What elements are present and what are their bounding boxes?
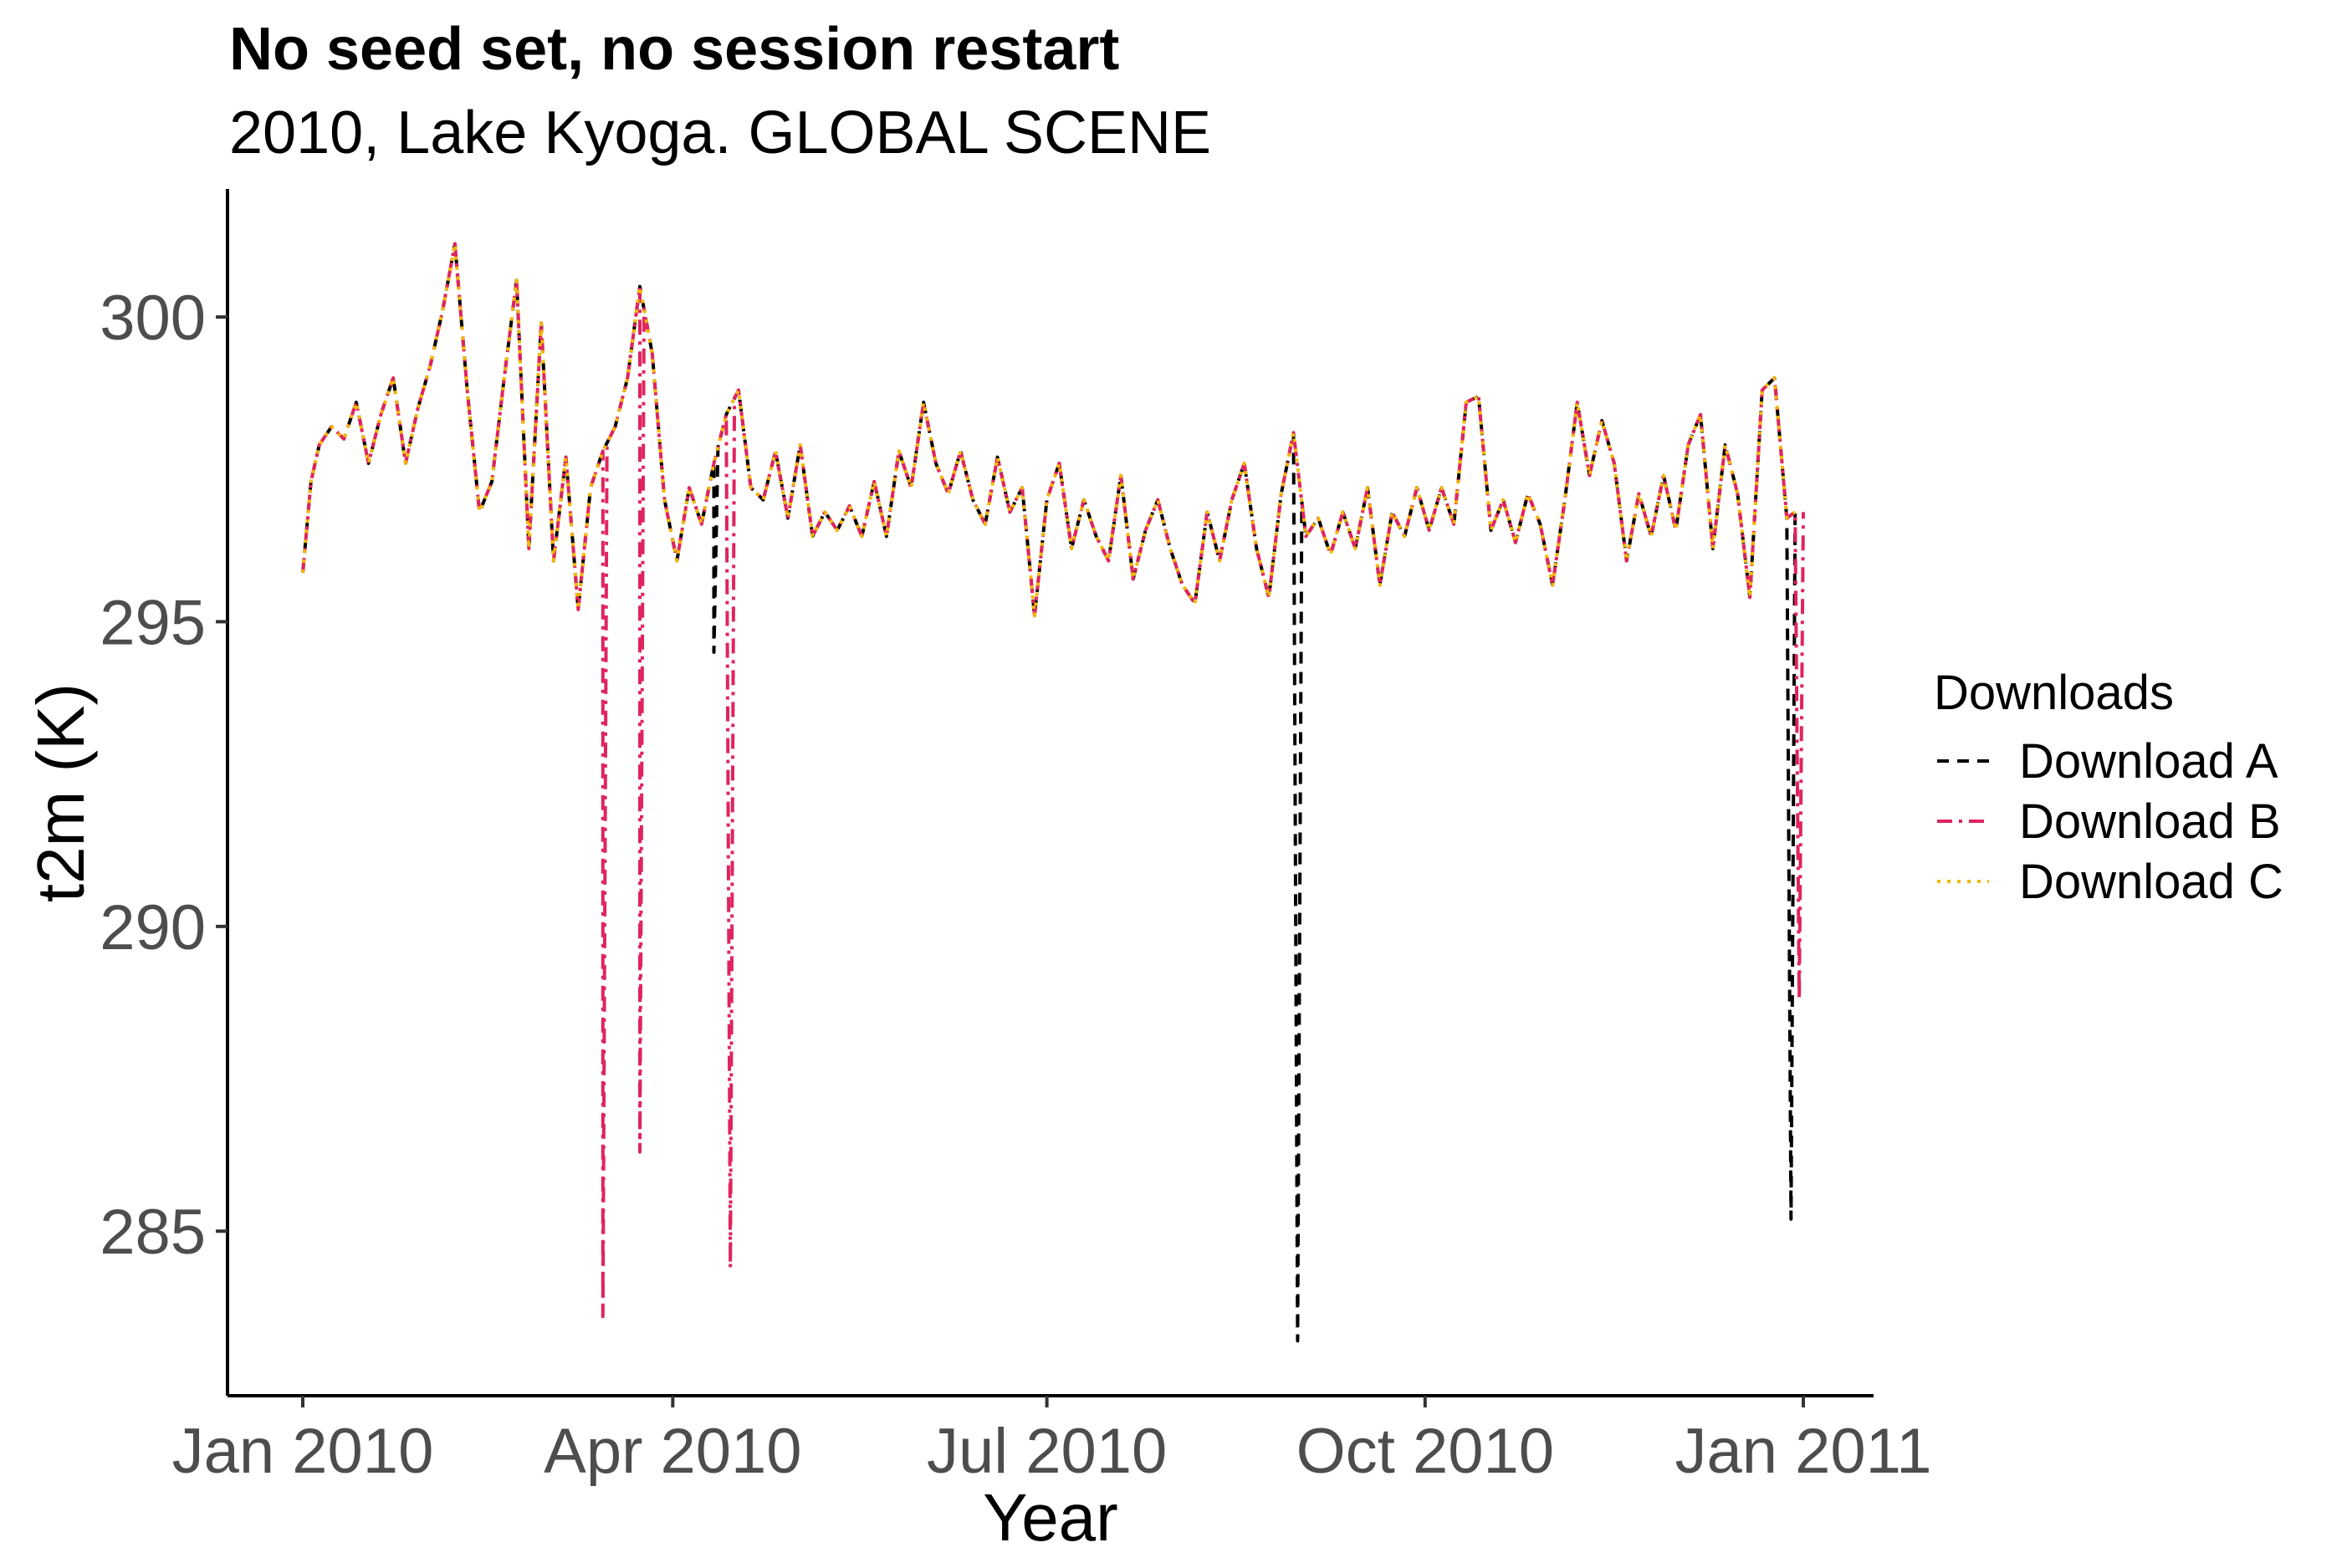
series-line-download-c: [301, 242, 1797, 618]
legend-label: Download C: [2019, 855, 2283, 909]
x-tick-label: Apr 2010: [544, 1416, 801, 1487]
x-tick-label: Oct 2010: [1296, 1416, 1554, 1487]
x-axis-title: Year: [983, 1480, 1118, 1555]
series-line-download-a: [301, 242, 1797, 1343]
legend-label: Download B: [2019, 794, 2281, 849]
y-tick-label: 290: [100, 892, 206, 963]
x-tick-label: Jan 2011: [1675, 1416, 1931, 1487]
chart-title: No seed set, no session restart: [229, 16, 1120, 83]
chart-subtitle: 2010, Lake Kyoga. GLOBAL SCENE: [229, 100, 1212, 166]
y-tick-label: 285: [100, 1197, 206, 1268]
x-tick-label: Jul 2010: [927, 1416, 1167, 1487]
legend-label: Download A: [2019, 734, 2278, 789]
y-tick-label: 295: [100, 587, 206, 658]
series-line-download-b: [301, 242, 1805, 1319]
y-axis-ticks: 285 290 295 300: [100, 283, 228, 1268]
y-axis-title: t2m (K): [23, 683, 98, 902]
y-tick-label: 300: [100, 283, 206, 354]
x-axis-ticks: Jan 2010 Apr 2010 Jul 2010 Oct 2010 Jan 2011: [172, 1396, 1932, 1487]
x-tick-label: Jan 2010: [172, 1416, 434, 1487]
legend-title: Downloads: [1934, 666, 2174, 720]
series-layer: [301, 242, 1805, 1343]
